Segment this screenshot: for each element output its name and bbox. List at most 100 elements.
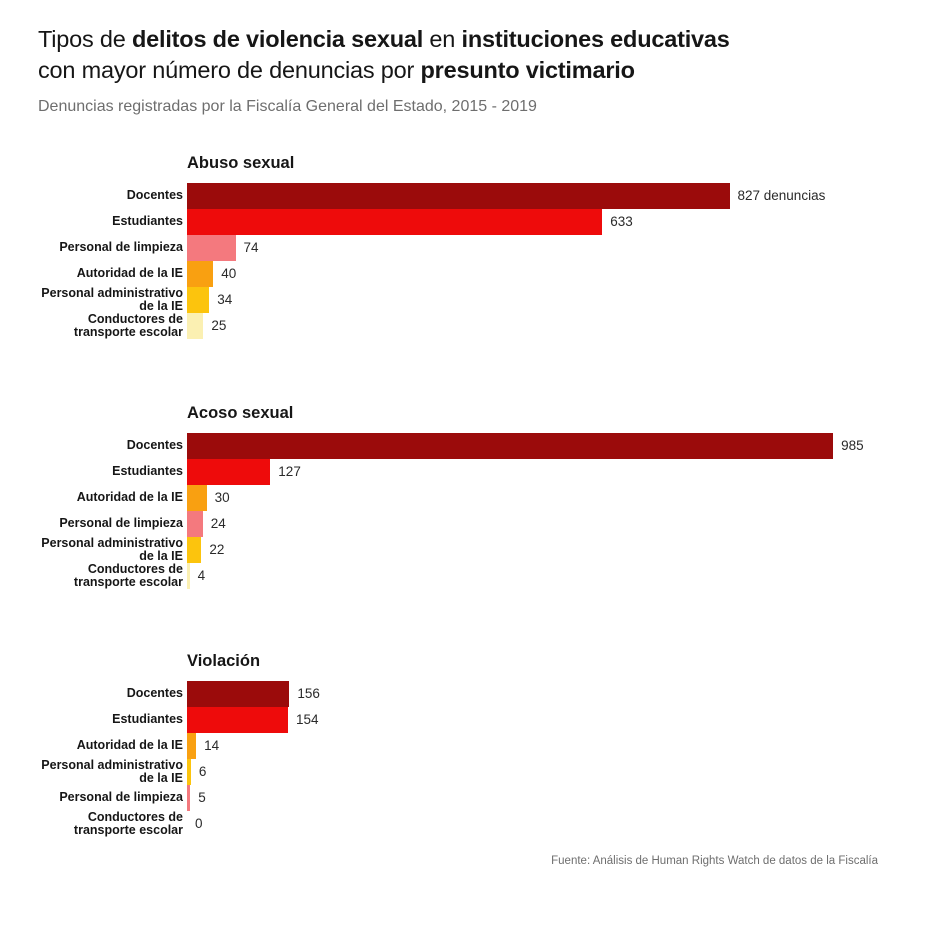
value-label: 25 <box>211 318 227 333</box>
category-label: Conductores de transporte escolar <box>73 311 183 339</box>
bar-cell: 127 <box>187 459 918 485</box>
bar <box>187 733 197 759</box>
bar-chart-acoso-sexual: Acoso sexual Docentes 985 Estudiantes 127 Au… <box>30 403 918 589</box>
bar-cell: 74 <box>187 235 918 261</box>
bar <box>187 261 214 287</box>
bar-cell: 14 <box>187 733 918 759</box>
value-label: 5 <box>198 790 206 805</box>
bar-cell: 5 <box>187 785 918 811</box>
bar <box>187 485 207 511</box>
bar-row: Docentes 827 denuncias <box>30 183 918 209</box>
header: Tipos de delitos de violencia sexual en … <box>38 24 906 117</box>
title-line-2: con mayor número de denuncias por presun… <box>38 57 635 83</box>
category-label: Docentes <box>126 438 183 453</box>
bar <box>187 287 210 313</box>
value-label: 74 <box>243 240 259 255</box>
bar-cell: 0 <box>187 811 918 837</box>
bar-row: Estudiantes 127 <box>30 459 918 485</box>
bar-row: Conductores de transporte escolar 25 <box>30 311 918 339</box>
category-label: Personal de limpieza <box>59 790 183 805</box>
bar-cell: 25 <box>187 313 918 339</box>
category-label: Personal administrativo de la IE <box>41 757 183 785</box>
bar-row: Estudiantes 633 <box>30 209 918 235</box>
bar-row: Personal de limpieza 74 <box>30 235 918 261</box>
chart-title: Violación <box>187 652 261 670</box>
value-label: 40 <box>221 266 237 281</box>
category-label: Docentes <box>126 188 183 203</box>
bar <box>187 537 202 563</box>
chart-rows: Docentes 156 Estudiantes 154 Autoridad de la… <box>30 681 918 837</box>
chart-rows: Docentes 827 denuncias Estudiantes 633 Perso… <box>30 183 918 339</box>
bar-cell: 985 <box>187 433 918 459</box>
bar <box>187 209 603 235</box>
category-label: Personal administrativo de la IE <box>41 285 183 313</box>
value-label: 156 <box>297 686 320 701</box>
title-segment: delitos de violencia sexual <box>132 26 424 52</box>
category-label: Docentes <box>126 686 183 701</box>
category-label: Autoridad de la IE <box>76 738 183 753</box>
source-note: Fuente: Análisis de Human Rights Watch d… <box>551 855 878 867</box>
value-label: 6 <box>198 764 207 779</box>
bar <box>187 563 190 589</box>
bar <box>187 433 834 459</box>
bar <box>187 183 730 209</box>
value-label: 0 <box>195 816 203 831</box>
page-subtitle: Denuncias registradas por la Fiscalía Ge… <box>38 98 537 115</box>
bar-cell: 6 <box>187 759 918 785</box>
category-label: Autoridad de la IE <box>76 266 183 281</box>
value-label: 127 <box>278 464 301 479</box>
bar-cell: 24 <box>187 511 918 537</box>
category-label: Personal de limpieza <box>59 516 183 531</box>
bar <box>187 681 290 707</box>
value-label: 24 <box>210 516 226 531</box>
value-label: 34 <box>217 292 233 307</box>
title-segment: con mayor número de denuncias por <box>38 57 421 83</box>
value-label: 14 <box>204 738 220 753</box>
bar-cell: 30 <box>187 485 918 511</box>
bar-row: Conductores de transporte escolar 4 <box>30 562 918 589</box>
bar-cell: 156 <box>187 681 918 707</box>
bar-row: Personal de limpieza 24 <box>30 511 918 537</box>
title-line-1: Tipos de delitos de violencia sexual en … <box>38 26 730 52</box>
bar <box>187 785 191 811</box>
chart-title: Acoso sexual <box>187 404 294 422</box>
bar-row: Autoridad de la IE 30 <box>30 485 918 511</box>
category-label: Personal administrativo de la IE <box>41 535 183 563</box>
bar-row: Autoridad de la IE 40 <box>30 261 918 287</box>
bar-row: Docentes 156 <box>30 681 918 707</box>
bar-cell: 22 <box>187 537 918 563</box>
category-label: Estudiantes <box>112 464 183 479</box>
category-label: Estudiantes <box>112 712 183 727</box>
bar-row: Conductores de transporte escolar 0 <box>30 809 918 837</box>
category-label: Conductores de transporte escolar <box>73 809 183 837</box>
value-label: 827 denuncias <box>737 188 826 203</box>
bar-cell: 4 <box>187 563 918 589</box>
page-title: Tipos de delitos de violencia sexual en … <box>38 24 906 86</box>
bar-cell: 34 <box>187 287 918 313</box>
bar <box>187 235 236 261</box>
value-label: 4 <box>197 568 206 583</box>
bar-row: Estudiantes 154 <box>30 707 918 733</box>
bar-row: Personal administrativo de la IE 6 <box>30 757 918 785</box>
title-segment: Tipos de <box>38 26 132 52</box>
bar <box>187 459 271 485</box>
category-label: Autoridad de la IE <box>76 490 183 505</box>
value-label: 22 <box>209 542 225 557</box>
bar-cell: 633 <box>187 209 918 235</box>
value-label: 154 <box>296 712 319 727</box>
bar-chart-violacion: Violación Docentes 156 Estudiantes 154 Autor… <box>30 651 918 837</box>
bar <box>187 511 203 537</box>
value-label: 985 <box>841 438 864 453</box>
bar-cell: 827 denuncias <box>187 183 918 209</box>
bar-row: Autoridad de la IE 14 <box>30 733 918 759</box>
title-segment: instituciones educativas <box>461 26 730 52</box>
title-segment: en <box>423 26 462 52</box>
bar <box>187 313 204 339</box>
bar-row: Personal de limpieza 5 <box>30 785 918 811</box>
bar-row: Docentes 985 <box>30 433 918 459</box>
bar-row: Personal administrativo de la IE 22 <box>30 535 918 563</box>
category-label: Personal de limpieza <box>59 240 183 255</box>
bar-cell: 154 <box>187 707 918 733</box>
title-segment: presunto victimario <box>420 57 635 83</box>
